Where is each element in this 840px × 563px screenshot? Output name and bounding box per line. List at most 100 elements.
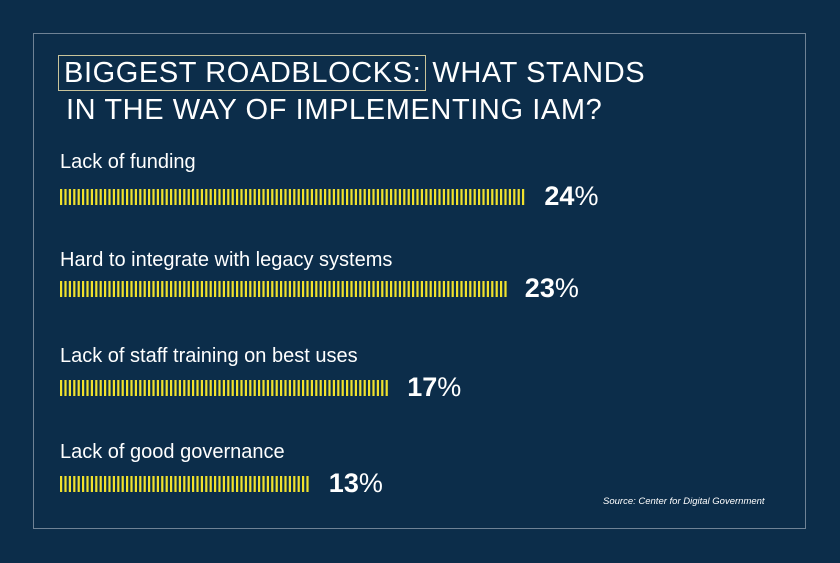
bar-tick	[205, 380, 208, 396]
bar-tick	[363, 281, 366, 297]
bar-tick	[271, 189, 274, 205]
bar-tick	[178, 189, 181, 205]
bar-tick	[275, 476, 278, 492]
bar-tick	[117, 189, 120, 205]
bar-tick	[425, 281, 428, 297]
bar-tick	[275, 380, 278, 396]
bar-tick	[200, 380, 203, 396]
bar-tick	[434, 281, 437, 297]
bar-tick	[271, 281, 274, 297]
bar-tick	[126, 476, 129, 492]
bar-tick	[121, 281, 124, 297]
category-label: Hard to integrate with legacy systems	[60, 249, 393, 271]
bar-tick	[196, 189, 199, 205]
bar-tick	[522, 189, 525, 205]
bar-tick	[390, 281, 393, 297]
bar-tick	[60, 476, 63, 492]
bar-tick	[280, 380, 283, 396]
title-rest: WHAT STANDS	[432, 57, 646, 89]
bar-tick	[156, 476, 159, 492]
bar-tick	[143, 476, 146, 492]
bar-tick	[381, 281, 384, 297]
bar-tick	[376, 189, 379, 205]
bar-tick	[284, 281, 287, 297]
bar-tick	[218, 476, 221, 492]
bar-tick	[82, 189, 85, 205]
bar-tick	[218, 281, 221, 297]
bar-tick	[196, 281, 199, 297]
bar-tick	[354, 380, 357, 396]
bar-tick	[139, 281, 142, 297]
bar-tick	[227, 189, 230, 205]
bar-tick	[148, 281, 151, 297]
bar-tick	[266, 281, 269, 297]
bar-tick	[258, 189, 261, 205]
bar-tick	[293, 281, 296, 297]
bar-tick	[350, 380, 353, 396]
bar-tick	[112, 380, 115, 396]
bar-tick	[104, 476, 107, 492]
bar-tick	[165, 281, 168, 297]
bar-tick	[315, 281, 318, 297]
bar-tick	[183, 476, 186, 492]
bar-tick	[90, 189, 93, 205]
bar-tick	[165, 476, 168, 492]
bar-tick	[90, 380, 93, 396]
bar-tick	[192, 380, 195, 396]
bar-tick	[77, 380, 80, 396]
bar-tick	[381, 189, 384, 205]
bar-tick	[152, 281, 155, 297]
bar-tick	[209, 189, 212, 205]
bar-tick	[214, 380, 217, 396]
bar-tick	[359, 189, 362, 205]
bar-tick	[77, 281, 80, 297]
bar-tick	[222, 476, 225, 492]
bar-tick	[350, 281, 353, 297]
bar-tick	[354, 281, 357, 297]
bar-tick	[275, 189, 278, 205]
value-label: 23%	[524, 273, 579, 303]
bar-tick	[253, 380, 256, 396]
bar-tick	[104, 380, 107, 396]
bar-tick	[495, 189, 498, 205]
bar-tick	[262, 281, 265, 297]
bar-tick	[86, 281, 89, 297]
bar-tick	[112, 281, 115, 297]
bar-tick	[130, 380, 133, 396]
bar-tick	[302, 476, 305, 492]
bar-tick	[205, 189, 208, 205]
bar-tick	[170, 281, 173, 297]
bar-tick	[288, 476, 291, 492]
bar-tick	[271, 476, 274, 492]
bar-tick	[244, 476, 247, 492]
value-label: 13%	[328, 468, 383, 498]
bar-tick	[73, 380, 76, 396]
bar-tick	[306, 380, 309, 396]
bar-tick	[469, 281, 472, 297]
bar-tick	[460, 281, 463, 297]
bar-tick	[420, 281, 423, 297]
bar-tick	[249, 189, 252, 205]
bar-tick	[266, 189, 269, 205]
bar-tick	[108, 476, 111, 492]
bar-tick	[328, 380, 331, 396]
bar-tick	[346, 281, 349, 297]
bar-tick	[236, 189, 239, 205]
bar-tick	[368, 189, 371, 205]
bar-tick	[293, 380, 296, 396]
bar-tick	[174, 476, 177, 492]
bar-tick	[231, 476, 234, 492]
bar-tick	[275, 281, 278, 297]
bar-tick	[134, 281, 137, 297]
bar-tick	[288, 189, 291, 205]
bar-tick	[236, 476, 239, 492]
bar-tick	[148, 476, 151, 492]
bar-tick	[112, 189, 115, 205]
bar-tick	[473, 281, 476, 297]
bar-tick	[451, 189, 454, 205]
bar-tick	[337, 281, 340, 297]
bar-tick	[222, 281, 225, 297]
bar-tick	[165, 380, 168, 396]
bar-tick	[464, 189, 467, 205]
bar-tick	[99, 189, 102, 205]
